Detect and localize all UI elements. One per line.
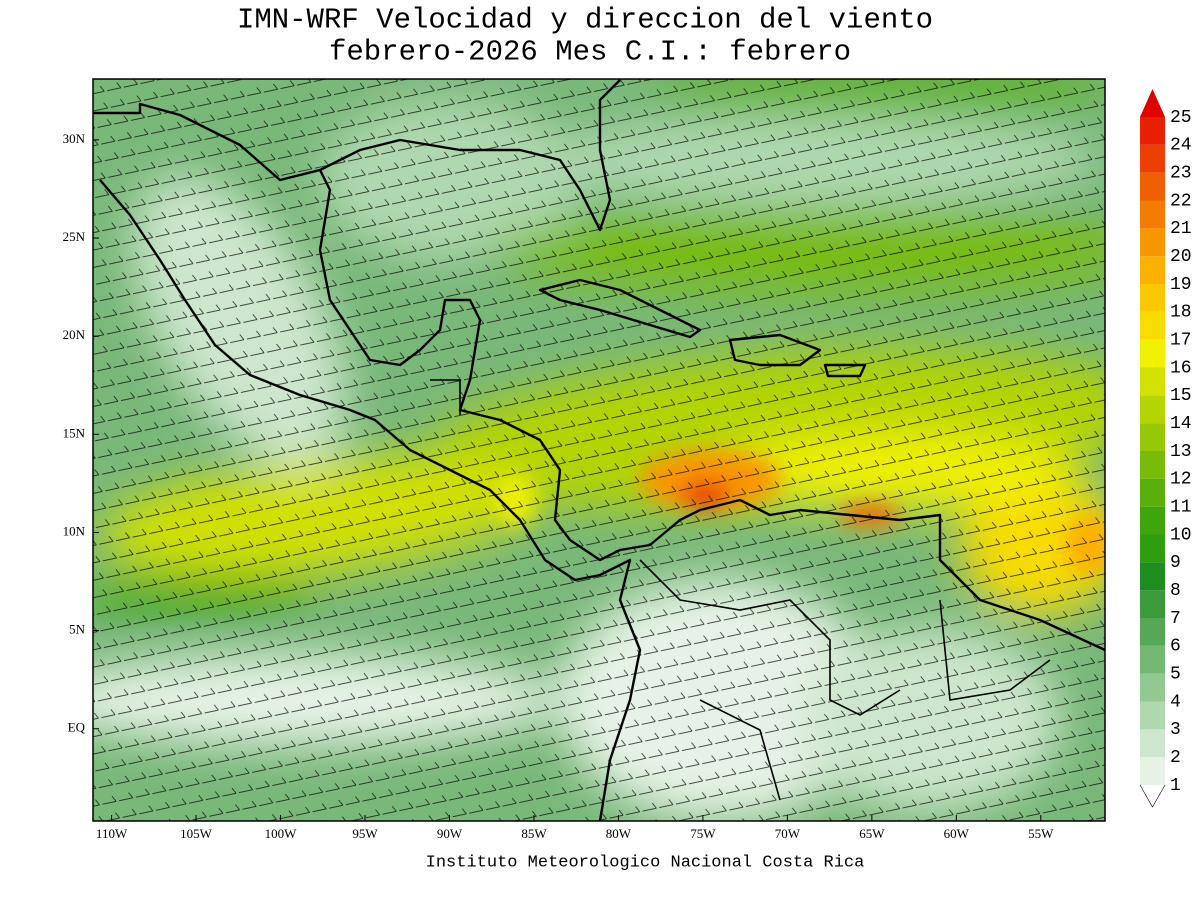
colorbar-box [1140,395,1165,424]
x-tick-label: 90W [437,826,463,841]
colorbar-label: 16 [1170,358,1192,378]
map-frame [92,78,1106,822]
colorbar-label: 19 [1170,275,1192,295]
x-tick-label: 75W [690,826,716,841]
colorbar-label: 1 [1170,776,1181,796]
colorbar-label: 23 [1170,163,1192,183]
title-line: IMN-WRF Velocidad y direccion del viento [237,4,933,37]
x-tick-label: 85W [521,826,547,841]
y-tick-label: 25N [63,229,86,244]
credit: Instituto Meteorologico Nacional Costa R… [426,853,865,872]
colorbar-box [1140,423,1165,451]
colorbar-box [1140,228,1165,257]
colorbar-label: 3 [1170,720,1181,740]
x-tick-label: 65W [859,826,885,841]
colorbar-box [1140,645,1165,674]
colorbar-arrow [1140,89,1165,117]
colorbar-box [1140,534,1165,563]
colorbar-arrow-low [1139,784,1166,808]
y-tick-label: 15N [63,425,86,440]
colorbar-box [1140,200,1165,229]
colorbar-label: 24 [1170,136,1192,156]
colorbar-label: 10 [1170,525,1192,545]
colorbar-label: 21 [1170,219,1192,239]
colorbar-box [1140,172,1165,201]
colorbar-box [1140,478,1165,507]
colorbar-box [1140,451,1165,479]
colorbar-label: 13 [1170,442,1192,462]
y-tick-label: 20N [63,327,86,342]
x-tick-label: 100W [265,826,298,841]
x-tick-label: 55W [1028,826,1054,841]
colorbar-box [1140,618,1165,646]
colorbar-label: 7 [1170,609,1181,629]
map [93,79,1105,821]
y-tick-label: 5N [69,622,86,637]
x-tick-label: 60W [944,826,970,841]
colorbar-label: 15 [1170,386,1192,406]
colorbar-box [1140,729,1165,758]
colorbar-box [1140,117,1165,145]
colorbar-label: 12 [1170,470,1192,490]
colorbar-label: 11 [1170,497,1192,517]
colorbar-label: 25 [1170,108,1192,128]
colorbar-box [1140,367,1165,396]
y-tick-label: 10N [63,523,86,538]
colorbar-label: 9 [1170,553,1181,573]
x-tick-label: 70W [775,826,801,841]
colorbar-label: 6 [1170,637,1181,657]
colorbar-box [1140,284,1165,312]
colorbar-box [1140,311,1165,340]
colorbar-label: 2 [1170,748,1181,768]
x-tick-label: 110W [96,826,128,841]
colorbar-label: 14 [1170,414,1192,434]
y-tick-label: 30N [63,131,86,146]
x-tick-label: 95W [352,826,378,841]
colorbar-label: 17 [1170,330,1192,350]
colorbar-label: 4 [1170,692,1181,712]
colorbar-box [1140,339,1165,368]
colorbar-label: 8 [1170,581,1181,601]
colorbar-box [1140,701,1165,730]
colorbar-box [1140,673,1165,702]
colorbar-box [1140,590,1165,618]
colorbar-label: 18 [1170,303,1192,323]
colorbar-box [1140,256,1165,284]
colorbar-box [1140,144,1165,173]
title-line: febrero-2026 Mes C.I.: febrero [329,36,851,69]
colorbar-label: 22 [1170,191,1192,211]
colorbar-label: 5 [1170,664,1181,684]
y-tick-label: EQ [68,720,86,735]
x-tick-label: 105W [180,826,213,841]
colorbar-label: 20 [1170,247,1192,267]
colorbar-box [1140,562,1165,591]
colorbar-box [1140,506,1165,535]
x-tick-label: 80W [606,826,632,841]
colorbar-box [1140,757,1165,785]
